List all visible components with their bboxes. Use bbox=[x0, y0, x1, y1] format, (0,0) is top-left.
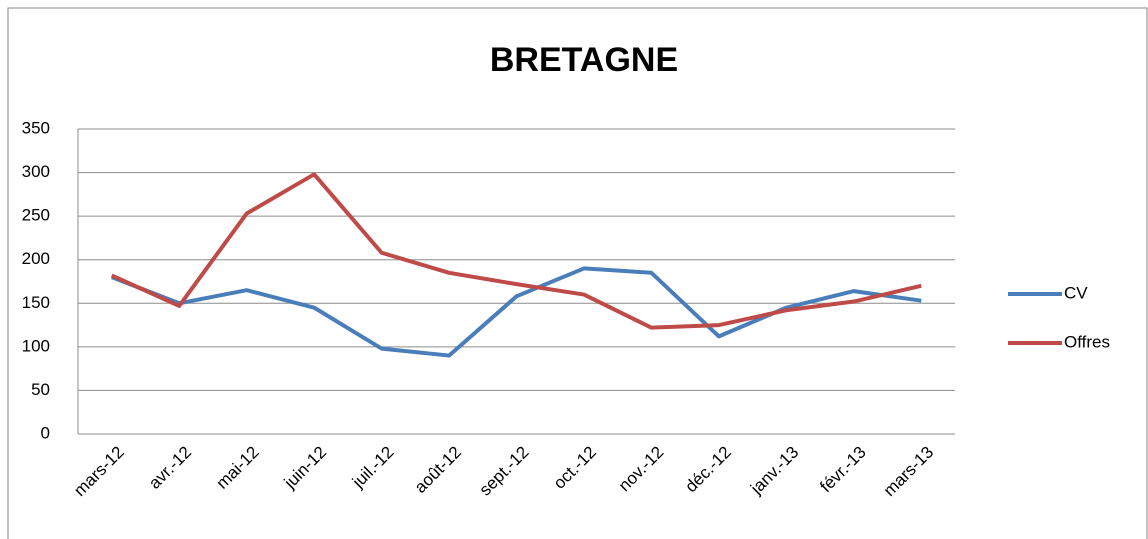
series-line bbox=[110, 172, 922, 330]
legend-label: CV bbox=[1064, 283, 1088, 302]
y-tick-label: 300 bbox=[22, 162, 50, 181]
y-tick-label: 150 bbox=[22, 293, 50, 312]
y-tick-label: 100 bbox=[22, 336, 50, 355]
y-tick-label: 350 bbox=[22, 118, 50, 137]
y-tick-label: 0 bbox=[41, 423, 50, 442]
series-line bbox=[111, 266, 922, 358]
chart-title: BRETAGNE bbox=[490, 41, 678, 79]
y-tick-label: 50 bbox=[31, 380, 50, 399]
legend-label: Offres bbox=[1064, 332, 1110, 351]
chart-frame bbox=[7, 7, 1148, 539]
y-tick-label: 200 bbox=[22, 249, 50, 268]
y-tick-label: 250 bbox=[22, 206, 50, 225]
